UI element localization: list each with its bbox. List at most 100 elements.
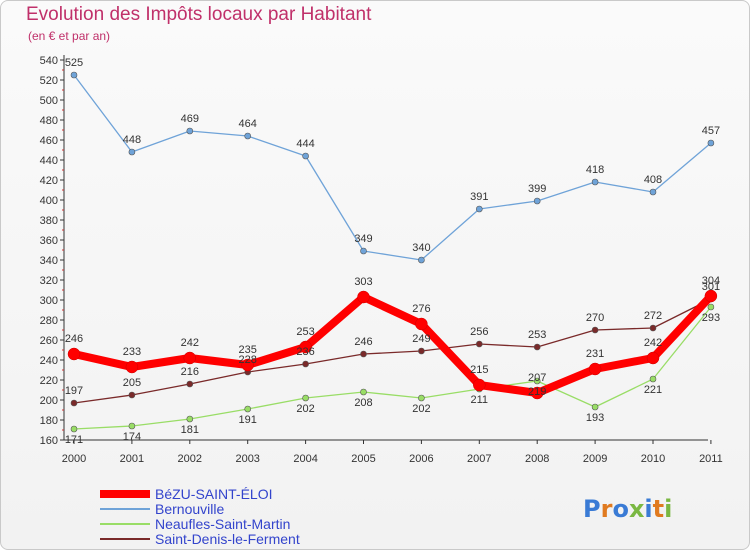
y-tick-label: 540 — [40, 55, 58, 67]
data-point — [70, 71, 78, 79]
data-point — [473, 378, 486, 392]
data-label: 171 — [65, 434, 83, 446]
chart-title: Evolution des Impôts locaux par Habitant — [26, 4, 372, 25]
y-tick-label: 440 — [40, 155, 58, 167]
y-tick-label: 160 — [40, 435, 58, 447]
data-label: 418 — [586, 164, 604, 176]
data-label: 228 — [239, 354, 257, 366]
data-point — [244, 405, 251, 413]
chart-subtitle: (en € et par an) — [28, 29, 111, 43]
data-point — [418, 347, 425, 355]
data-label: 272 — [644, 310, 662, 322]
data-point — [646, 351, 660, 365]
y-tick-label: 300 — [40, 295, 58, 307]
y-tick-label: 360 — [40, 235, 58, 247]
x-tick-label: 2011 — [699, 453, 723, 465]
data-point — [128, 422, 136, 430]
data-point — [183, 351, 197, 365]
data-label: 464 — [239, 118, 257, 130]
y-tick-label: 340 — [40, 255, 58, 267]
data-point — [533, 197, 541, 205]
data-point — [357, 290, 370, 304]
data-point — [186, 380, 194, 388]
data-point — [591, 326, 599, 334]
data-label: 408 — [644, 174, 662, 186]
y-tick-label: 400 — [40, 195, 58, 207]
legend-label: Neaufles-Saint-Martin — [155, 516, 290, 532]
y-tick-label: 500 — [40, 95, 58, 107]
data-label: 197 — [65, 385, 83, 397]
data-label: 233 — [123, 346, 141, 358]
data-label: 181 — [181, 424, 199, 436]
y-tick-label: 240 — [40, 355, 58, 367]
data-point — [244, 132, 251, 140]
x-tick-label: 2002 — [178, 453, 202, 465]
data-label: 256 — [470, 326, 488, 338]
x-tick-label: 2000 — [62, 453, 86, 465]
data-point — [360, 247, 367, 255]
data-point — [186, 415, 194, 423]
data-point — [299, 340, 312, 354]
data-label: 202 — [412, 403, 430, 415]
y-tick-label: 320 — [40, 275, 58, 287]
data-label: 205 — [123, 377, 141, 389]
data-label: 246 — [354, 336, 372, 348]
x-tick-label: 2009 — [583, 453, 607, 465]
data-label: 211 — [471, 394, 489, 406]
legend-label: Bernouville — [155, 501, 224, 517]
data-point — [67, 347, 81, 361]
data-point — [302, 394, 309, 402]
series-line-0 — [70, 292, 715, 397]
data-label: 191 — [239, 414, 257, 426]
x-tick-label: 2004 — [293, 453, 317, 465]
data-point — [128, 148, 136, 156]
data-label: 215 — [470, 364, 488, 376]
data-label: 457 — [702, 125, 720, 137]
data-label: 293 — [702, 312, 720, 324]
series-line-3 — [73, 298, 712, 404]
data-point — [704, 289, 718, 303]
y-tick-label: 480 — [40, 115, 58, 127]
data-label: 207 — [528, 372, 546, 384]
y-tick-label: 280 — [40, 315, 58, 327]
data-label: 216 — [181, 366, 199, 378]
data-point — [707, 139, 715, 147]
data-point — [415, 317, 428, 331]
y-tick-label: 200 — [40, 395, 58, 407]
data-label: 525 — [65, 57, 83, 69]
data-label: 193 — [586, 412, 604, 424]
y-tick-label: 180 — [40, 415, 58, 427]
data-point — [707, 303, 715, 311]
data-label: 242 — [644, 337, 662, 349]
y-tick-label: 260 — [40, 335, 58, 347]
data-label: 253 — [296, 326, 314, 338]
data-point — [125, 360, 139, 374]
data-point — [70, 425, 78, 433]
data-point — [360, 388, 367, 396]
y-tick-label: 520 — [40, 75, 58, 87]
data-point — [591, 403, 599, 411]
data-point — [649, 375, 657, 383]
data-label: 303 — [354, 276, 372, 288]
data-point — [360, 350, 367, 358]
data-label: 276 — [412, 303, 430, 315]
data-point — [649, 324, 657, 332]
data-label: 235 — [239, 344, 257, 356]
data-label: 399 — [528, 183, 546, 195]
x-tick-label: 2007 — [467, 453, 491, 465]
data-label: 469 — [181, 113, 199, 125]
data-label: 349 — [354, 233, 372, 245]
data-label: 231 — [586, 348, 604, 360]
series-line-1 — [73, 74, 712, 261]
data-point — [475, 205, 483, 213]
data-label: 304 — [702, 275, 720, 287]
data-label: 174 — [123, 431, 141, 443]
data-label: 448 — [123, 134, 141, 146]
x-tick-label: 2006 — [409, 453, 433, 465]
data-label: 444 — [296, 138, 314, 150]
legend-label: BéZU-SAINT-ÉLOI — [155, 486, 272, 502]
x-tick-label: 2010 — [641, 453, 665, 465]
data-label: 270 — [586, 312, 604, 324]
